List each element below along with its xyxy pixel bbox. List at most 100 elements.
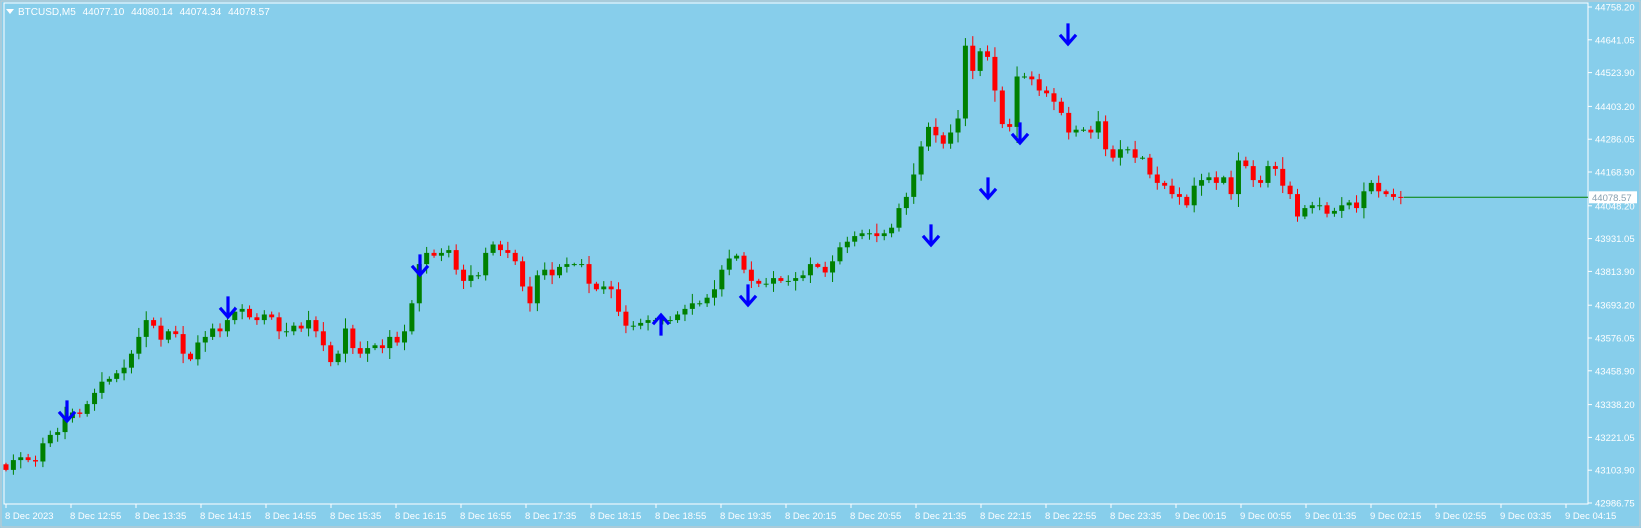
candle bbox=[1132, 140, 1138, 163]
y-tick-label: 43221.05 bbox=[1595, 433, 1635, 444]
candle bbox=[830, 255, 836, 283]
x-tick-label: 8 Dec 14:55 bbox=[265, 511, 316, 522]
x-tick-label: 9 Dec 02:55 bbox=[1435, 511, 1486, 522]
candle-body bbox=[1162, 182, 1168, 186]
candle bbox=[697, 300, 703, 307]
candle-body bbox=[1265, 166, 1271, 183]
candle-body bbox=[468, 275, 474, 281]
candle-body bbox=[1029, 76, 1035, 80]
candle bbox=[638, 318, 644, 330]
candle bbox=[1324, 202, 1330, 218]
candle-body bbox=[697, 303, 703, 305]
candle bbox=[483, 247, 489, 281]
candle-body bbox=[1354, 202, 1360, 209]
candle-body bbox=[748, 269, 754, 281]
candle-body bbox=[158, 325, 164, 340]
candle-body bbox=[424, 252, 430, 265]
candle bbox=[387, 330, 393, 360]
candle bbox=[468, 265, 474, 288]
candle bbox=[874, 223, 880, 243]
candle bbox=[291, 322, 297, 336]
candle bbox=[328, 341, 334, 367]
candle bbox=[180, 326, 186, 364]
candle bbox=[1361, 182, 1367, 219]
candle bbox=[84, 400, 90, 417]
candle bbox=[623, 305, 629, 334]
candle-body bbox=[719, 269, 725, 290]
candle bbox=[1029, 71, 1035, 86]
candle-body bbox=[520, 261, 526, 287]
candle-body bbox=[342, 328, 348, 354]
candle bbox=[306, 310, 312, 337]
candle-body bbox=[1287, 185, 1293, 195]
candle bbox=[1036, 73, 1042, 96]
candle bbox=[1383, 189, 1389, 197]
candle bbox=[128, 350, 134, 374]
candle-body bbox=[608, 286, 614, 290]
candle-body bbox=[830, 261, 836, 273]
candle bbox=[453, 244, 459, 275]
candle-body bbox=[247, 308, 253, 318]
candle bbox=[1354, 195, 1360, 213]
candle-body bbox=[726, 258, 732, 270]
candle bbox=[431, 249, 437, 258]
candle-body bbox=[372, 345, 378, 349]
candle bbox=[682, 304, 688, 322]
candle bbox=[564, 257, 570, 273]
candle-body bbox=[763, 283, 769, 285]
candle-body bbox=[99, 381, 105, 393]
candle bbox=[461, 264, 467, 290]
candle-body bbox=[276, 317, 282, 332]
candle bbox=[549, 262, 555, 285]
candle-body bbox=[896, 208, 902, 228]
ohlc-low: 44074.34 bbox=[179, 7, 222, 18]
candle-body bbox=[859, 233, 865, 237]
candle-body bbox=[306, 320, 312, 329]
candle-body bbox=[999, 90, 1005, 125]
candle-body bbox=[1147, 157, 1153, 175]
x-tick-label: 9 Dec 01:35 bbox=[1305, 511, 1356, 522]
candle-body bbox=[379, 345, 385, 349]
candle-body bbox=[844, 241, 850, 248]
candle-body bbox=[1383, 191, 1389, 195]
candle-body bbox=[1221, 177, 1227, 183]
candle bbox=[889, 223, 895, 238]
candle bbox=[217, 323, 223, 338]
candle-body bbox=[136, 336, 142, 354]
candle-body bbox=[497, 244, 503, 251]
candle bbox=[1331, 207, 1337, 217]
x-tick-label: 8 Dec 17:35 bbox=[525, 511, 576, 522]
candle-body bbox=[18, 457, 24, 461]
candle-body bbox=[365, 348, 371, 354]
candle-body bbox=[586, 264, 592, 284]
candle-body bbox=[1295, 194, 1300, 217]
candle-body bbox=[217, 328, 223, 332]
candle bbox=[269, 311, 275, 320]
candle-body bbox=[601, 286, 607, 290]
candle-body bbox=[416, 264, 422, 304]
candle bbox=[247, 305, 253, 320]
candle-body bbox=[918, 146, 924, 175]
candle-body bbox=[195, 342, 201, 360]
candle-body bbox=[970, 45, 976, 71]
candle bbox=[1398, 190, 1404, 205]
candle bbox=[365, 341, 371, 362]
candle-body bbox=[866, 233, 872, 235]
candle bbox=[918, 141, 924, 181]
candle bbox=[202, 331, 208, 352]
candle bbox=[350, 324, 356, 354]
candle-body bbox=[874, 233, 880, 237]
candle bbox=[1295, 188, 1300, 222]
candle-body bbox=[438, 252, 444, 256]
candle bbox=[571, 262, 577, 267]
candle-body bbox=[210, 328, 216, 337]
candle-body bbox=[92, 392, 98, 405]
candle-body bbox=[557, 266, 562, 276]
candle-body bbox=[1021, 76, 1027, 78]
x-tick-label: 8 Dec 18:15 bbox=[590, 511, 641, 522]
candle bbox=[837, 242, 843, 265]
dropdown-triangle-icon[interactable] bbox=[6, 9, 14, 14]
current-price-label: 44078.57 bbox=[1592, 193, 1632, 204]
